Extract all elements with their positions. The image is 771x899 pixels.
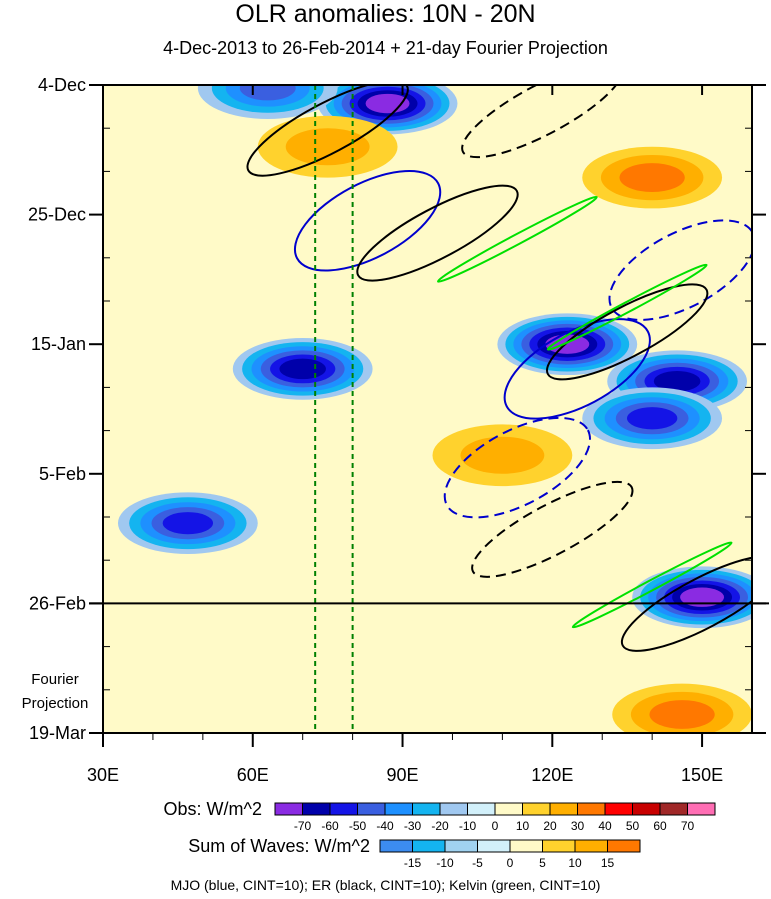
obs-colorbar-box (687, 802, 716, 816)
obs-colorbar-label: 30 (571, 819, 585, 833)
waves-colorbar-label: 15 (601, 856, 615, 870)
x-tick-label: 30E (87, 765, 119, 785)
obs-colorbar-label: -60 (321, 819, 339, 833)
obs-colorbar-box (357, 802, 386, 816)
chart-title: OLR anomalies: 10N - 20N (235, 0, 536, 28)
x-tick-label: 90E (387, 765, 419, 785)
obs-colorbar-label: -70 (294, 819, 312, 833)
projection-label: Projection (22, 695, 89, 712)
anomaly-region (649, 700, 715, 729)
waves-colorbar-label: -5 (472, 856, 483, 870)
waves-colorbar-box (542, 839, 576, 853)
waves-colorbar-title: Sum of Waves: W/m^2 (188, 836, 370, 856)
y-tick-label: 5-Feb (39, 464, 86, 484)
waves-colorbar-label: -10 (436, 856, 454, 870)
obs-colorbar-label: 60 (653, 819, 667, 833)
y-tick-label: 25-Dec (28, 205, 86, 225)
obs-colorbar-label: 70 (681, 819, 695, 833)
obs-colorbar-box (467, 802, 496, 816)
kelvin-contour (436, 195, 598, 283)
obs-colorbar-box (329, 802, 358, 816)
obs-colorbar-box (439, 802, 468, 816)
plot-frame (102, 84, 753, 734)
obs-colorbar-label: -40 (376, 819, 394, 833)
x-tick-label: 120E (531, 765, 573, 785)
chart-subtitle: 4-Dec-2013 to 26-Feb-2014 + 21-day Fouri… (163, 38, 608, 58)
mjo-contour (443, 416, 591, 519)
anomaly-region (365, 93, 410, 114)
obs-colorbar-box (302, 802, 331, 816)
anomaly-region (279, 358, 326, 380)
obs-colorbar-label: -50 (349, 819, 367, 833)
obs-colorbar-label: 10 (516, 819, 530, 833)
obs-colorbar-label: -10 (459, 819, 477, 833)
anomaly-region (285, 128, 370, 166)
waves-colorbar-box (509, 839, 543, 853)
er-contour (461, 85, 624, 159)
obs-colorbar-box (494, 802, 523, 816)
kelvin-contour (546, 263, 708, 351)
waves-colorbar-label: 10 (568, 856, 582, 870)
anomaly-region (239, 85, 296, 101)
obs-colorbar-box (659, 802, 688, 816)
x-tick-label: 60E (237, 765, 269, 785)
y-tick-label: 19-Mar (29, 723, 86, 743)
waves-colorbar-box (574, 839, 608, 853)
plot-area (103, 85, 752, 733)
anomaly-region (680, 587, 725, 607)
projection-label: Fourier (31, 671, 79, 688)
y-tick-label: 4-Dec (38, 75, 86, 95)
waves-colorbar-box (477, 839, 511, 853)
mjo-contour (503, 318, 651, 420)
obs-colorbar-box (632, 802, 661, 816)
waves-colorbar-label: 5 (539, 856, 546, 870)
anomaly-region (545, 334, 590, 354)
y-tick-label: 26-Feb (29, 593, 86, 613)
waves-colorbar-box (444, 839, 478, 853)
obs-colorbar-box (577, 802, 606, 816)
obs-colorbar-box (412, 802, 441, 816)
contour-legend: MJO (blue, CINT=10); ER (black, CINT=10)… (170, 877, 601, 893)
obs-colorbar-box (522, 802, 551, 816)
waves-colorbar-box (607, 839, 641, 853)
er-contour (620, 554, 752, 652)
y-tick-label: 15-Jan (31, 334, 86, 354)
er-contour (471, 480, 634, 578)
obs-colorbar-box (384, 802, 413, 816)
obs-colorbar-label: 20 (543, 819, 557, 833)
mjo-contour (293, 170, 442, 272)
obs-colorbar-label: -30 (404, 819, 422, 833)
obs-colorbar-label: 40 (598, 819, 612, 833)
anomaly-region (653, 370, 701, 392)
kelvin-contour (571, 541, 733, 629)
waves-colorbar-label: -15 (404, 856, 422, 870)
anomaly-region (619, 163, 685, 192)
anomaly-region (460, 436, 545, 474)
x-tick-label: 150E (681, 765, 723, 785)
obs-colorbar-box (604, 802, 633, 816)
er-contour (356, 184, 519, 282)
anomaly-region (626, 407, 678, 430)
er-contour (546, 283, 709, 381)
obs-colorbar-label: -20 (431, 819, 449, 833)
waves-colorbar-box (379, 839, 413, 853)
obs-colorbar-box (274, 802, 303, 816)
obs-colorbar-box (549, 802, 578, 816)
obs-colorbar-title: Obs: W/m^2 (163, 799, 262, 819)
waves-colorbar-label: 0 (507, 856, 514, 870)
anomaly-region (162, 512, 214, 535)
obs-colorbar-label: 50 (626, 819, 640, 833)
waves-colorbar-box (412, 839, 446, 853)
obs-colorbar-label: 0 (492, 819, 499, 833)
